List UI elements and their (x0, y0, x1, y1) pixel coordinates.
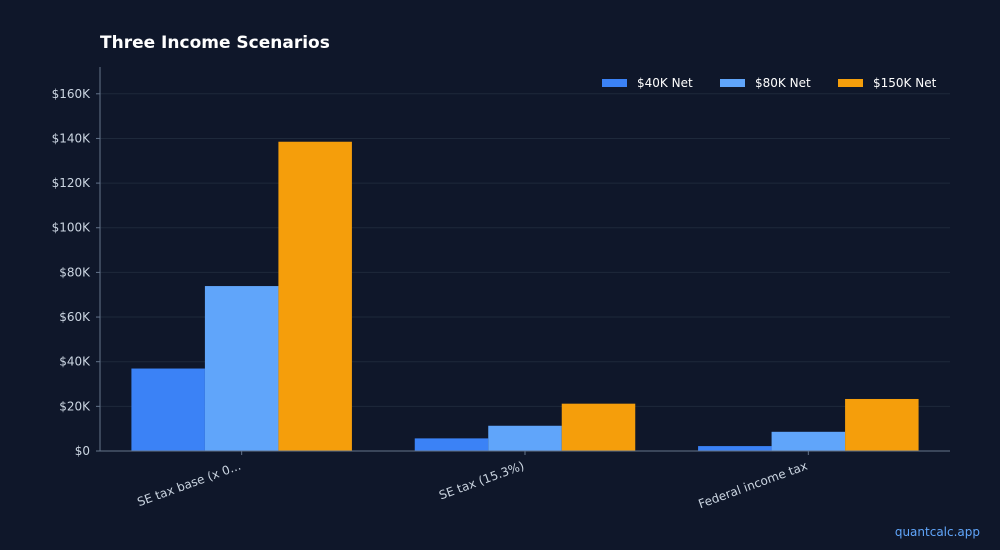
legend-swatch (720, 79, 745, 87)
y-tick-label: $140K (52, 131, 92, 145)
legend-label: $150K Net (873, 76, 937, 90)
y-tick-label: $0 (75, 444, 90, 458)
legend-label: $40K Net (637, 76, 693, 90)
axes (96, 67, 950, 455)
gridlines (100, 93, 950, 407)
bar (561, 403, 636, 451)
bars (131, 141, 919, 452)
x-tick-label: Federal income tax (697, 459, 810, 511)
y-tick-label: $100K (52, 221, 92, 235)
bar (414, 438, 489, 451)
bar (488, 425, 562, 451)
bar (204, 286, 279, 451)
bar (278, 141, 352, 452)
legend: $40K Net $80K Net $150K Net (602, 76, 937, 90)
legend-label: $80K Net (755, 76, 811, 90)
y-tick-label: $120K (52, 176, 92, 190)
y-tick-label: $40K (59, 355, 91, 369)
bar (771, 431, 846, 451)
bar (698, 446, 772, 451)
bar (131, 368, 205, 451)
legend-swatch (602, 79, 627, 87)
y-tick-label: $80K (59, 265, 91, 279)
legend-swatch (838, 79, 863, 87)
x-tick-label: SE tax (15.3%) (437, 459, 526, 503)
y-tick-label: $160K (52, 87, 92, 101)
y-tick-labels: $0 $20K $40K $60K $80K $100K $120K $140K $160K (52, 87, 92, 458)
y-tick-label: $60K (59, 310, 91, 324)
x-tick-label: SE tax base (x 0... (135, 459, 242, 509)
x-tick-labels: SE tax base (x 0... SE tax (15.3%) Federal… (135, 459, 809, 511)
bar (845, 398, 919, 451)
chart-title: Three Income Scenarios (100, 33, 330, 53)
watermark[interactable]: quantcalc.app (894, 525, 980, 539)
y-tick-label: $20K (59, 399, 91, 413)
